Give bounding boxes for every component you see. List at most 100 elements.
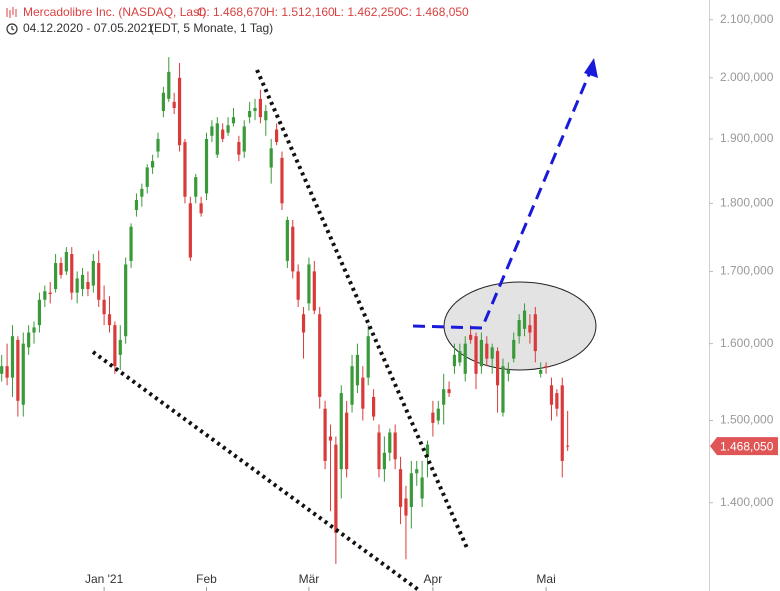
candle-body [382, 452, 386, 470]
candle-body [442, 389, 446, 405]
period: 04.12.2020 - 07.05.2021 [23, 21, 154, 35]
candle-body [172, 101, 176, 108]
candle-body [517, 320, 521, 337]
candle-body [199, 203, 203, 214]
candle-body [479, 339, 484, 367]
candle-body [269, 148, 273, 168]
candle-body [388, 432, 392, 453]
candle-body [495, 351, 500, 386]
candle-body [285, 219, 289, 261]
candle-body [291, 226, 295, 272]
last-price-label: 1.468,050 [720, 439, 774, 453]
candle-body [490, 347, 494, 359]
candle-body [107, 314, 112, 326]
trend-line-upper [255, 69, 469, 549]
candle-body [0, 366, 4, 374]
candle-body [32, 327, 36, 333]
candle-body [129, 226, 133, 261]
candle-body [372, 396, 376, 417]
candle-body [415, 469, 419, 474]
candle-body [501, 366, 505, 413]
candle-body [522, 310, 527, 329]
candle-body [355, 354, 360, 386]
x-tick-label: Feb [196, 572, 217, 586]
candle-body [183, 142, 187, 197]
candle-body [253, 107, 257, 112]
candle-body [231, 117, 236, 124]
candle-body [21, 343, 25, 405]
candle-body [204, 138, 209, 194]
candle-body [264, 111, 268, 121]
candle-body [361, 377, 365, 409]
candle-body [53, 263, 58, 290]
candle-body [86, 281, 90, 290]
y-tick-label: 2.100,000 [720, 12, 774, 26]
candle-body [307, 264, 311, 304]
candle-body [425, 444, 430, 457]
candle-body [102, 299, 106, 315]
candle-body [274, 129, 279, 143]
candle-body [301, 314, 306, 333]
clock-icon [6, 23, 18, 35]
candle-body [431, 412, 435, 423]
candle-body [528, 325, 532, 333]
candle-body [43, 291, 47, 300]
candle-body [393, 432, 397, 460]
candle-body [452, 354, 457, 367]
candle-body [377, 432, 381, 470]
candle-body [555, 393, 559, 409]
candle-body [345, 412, 349, 470]
header-icon [6, 7, 17, 18]
candle-body [16, 339, 20, 401]
candle-body [5, 366, 9, 378]
candle-body [37, 299, 42, 326]
candle-body [328, 436, 333, 441]
y-tick-label: 1.500,000 [720, 413, 774, 427]
ohlc-high: H: 1.512,160 [266, 5, 335, 19]
candle-body [70, 254, 74, 293]
candle-body [409, 473, 413, 507]
candle-body [248, 111, 252, 118]
candle-body [398, 469, 403, 507]
candle-body [544, 366, 548, 368]
candle-body [469, 334, 473, 340]
candle-body [350, 366, 354, 405]
candle-body [339, 393, 343, 470]
candles [0, 57, 570, 564]
candle-body [334, 444, 338, 533]
candle-body [463, 343, 467, 374]
candle-body [161, 92, 165, 112]
ohlc-open: O: 1.468,670 [197, 5, 267, 19]
candle-body [124, 264, 128, 337]
candle-body [447, 389, 451, 394]
candle-body [156, 138, 160, 152]
y-tick-label: 1.900,000 [720, 131, 774, 145]
candle-body [458, 351, 462, 363]
candle-body [151, 161, 155, 168]
candle-body [566, 445, 570, 447]
candle-body [539, 369, 543, 374]
candle-body [59, 263, 63, 275]
candle-body [280, 157, 284, 204]
subtitle: (EDT, 5 Monate, 1 Tag) [150, 21, 273, 35]
candle-body [226, 125, 230, 133]
candle-body [188, 203, 192, 258]
candle-body [97, 263, 101, 300]
candle-body [221, 129, 225, 139]
y-tick-label: 1.800,000 [720, 196, 774, 210]
last-price-tag [710, 437, 778, 456]
candle-body [506, 369, 510, 374]
candle-body [512, 339, 516, 359]
candle-body [436, 408, 440, 421]
y-tick-label: 1.700,000 [720, 264, 774, 278]
candle-body [113, 325, 117, 367]
y-tick-label: 1.600,000 [720, 336, 774, 350]
candle-body [145, 167, 149, 187]
candle-body [366, 336, 370, 378]
candle-body [312, 271, 316, 311]
candle-body [474, 336, 478, 374]
candle-body [404, 498, 408, 516]
x-tick-label: Mär [299, 572, 320, 586]
x-tick-label: Jan '21 [85, 572, 124, 586]
